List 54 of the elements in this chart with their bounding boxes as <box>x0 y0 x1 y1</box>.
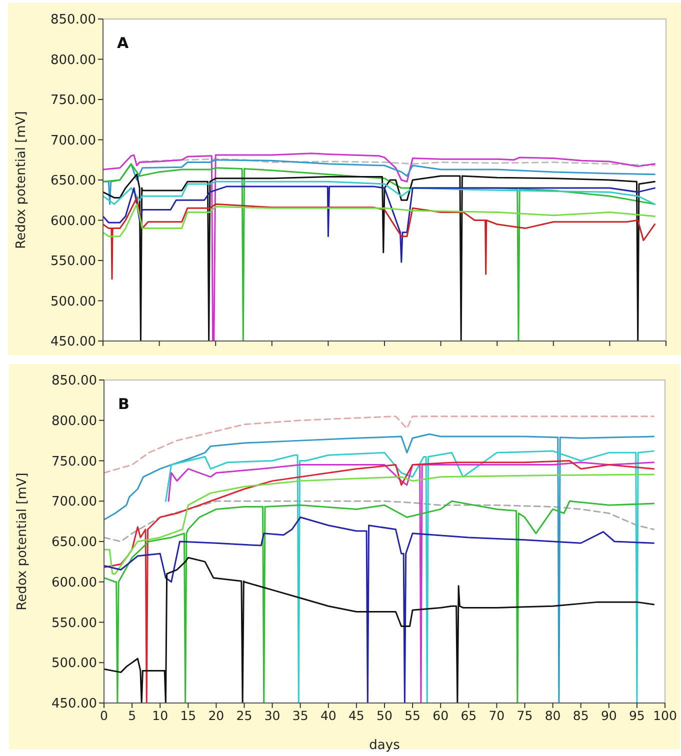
y-tick-label: 800.00 <box>50 52 96 68</box>
text: A <box>117 34 129 52</box>
x-axis-title: days <box>369 738 400 753</box>
line-series <box>104 416 655 474</box>
line-series <box>104 500 655 542</box>
x-tick-label: 0 <box>100 708 108 723</box>
x-tick-label: 95 <box>628 708 645 723</box>
y-tick-label: 450.00 <box>52 696 97 712</box>
x-tick-label: 50 <box>376 708 392 723</box>
x-tick-label: 5 <box>128 708 136 723</box>
y-tick-label: 750.00 <box>52 454 97 470</box>
line-series <box>103 159 656 205</box>
x-tick-label: 25 <box>236 708 252 723</box>
x-tick-label: 90 <box>600 708 617 723</box>
y-tick-label: 550.00 <box>52 616 97 631</box>
y-tick-label: 850.00 <box>52 374 97 389</box>
line-series <box>103 196 656 280</box>
line-series <box>142 158 656 166</box>
y-tick-label: 750.00 <box>50 93 96 108</box>
y-tick-label: 500.00 <box>52 656 97 672</box>
x-tick-label: 35 <box>292 708 308 723</box>
y-tick-label: 450.00 <box>50 334 96 350</box>
line-series <box>103 186 656 263</box>
y-tick-label: 600.00 <box>52 575 97 590</box>
x-tick-label: 10 <box>152 708 168 723</box>
x-tick-label: 15 <box>180 708 196 723</box>
y-axis-title: Redox potential [mV] <box>15 472 30 610</box>
text: B <box>118 395 130 413</box>
line-series <box>104 474 655 575</box>
x-tick-label: 70 <box>488 708 505 723</box>
x-tick-label: 100 <box>653 708 677 723</box>
x-tick-label: 65 <box>460 708 477 723</box>
y-tick-label: 700.00 <box>50 133 96 148</box>
x-tick-label: 80 <box>544 708 561 723</box>
x-tick-label: 30 <box>264 708 280 723</box>
line-series <box>103 203 656 238</box>
y-tick-label: 800.00 <box>52 414 97 429</box>
line-series <box>103 180 656 205</box>
y-tick-label: 500.00 <box>50 294 96 310</box>
x-tick-label: 85 <box>572 708 589 723</box>
x-tick-label: 60 <box>432 708 449 723</box>
line-series <box>104 556 655 703</box>
x-tick-label: 20 <box>208 708 224 723</box>
y-tick-label: 850.00 <box>50 12 96 28</box>
y-tick-label: 650.00 <box>50 174 96 189</box>
x-tick-label: 75 <box>516 708 533 723</box>
y-tick-label: 600.00 <box>50 214 96 229</box>
y-tick-label: 700.00 <box>52 494 97 510</box>
y-tick-label: 550.00 <box>50 254 96 270</box>
y-tick-label: 650.00 <box>52 535 97 550</box>
x-tick-label: 55 <box>404 708 421 723</box>
x-tick-label: 45 <box>348 708 364 723</box>
y-axis-title: Redox potential [mV] <box>14 111 29 249</box>
x-tick-label: 40 <box>320 708 336 723</box>
